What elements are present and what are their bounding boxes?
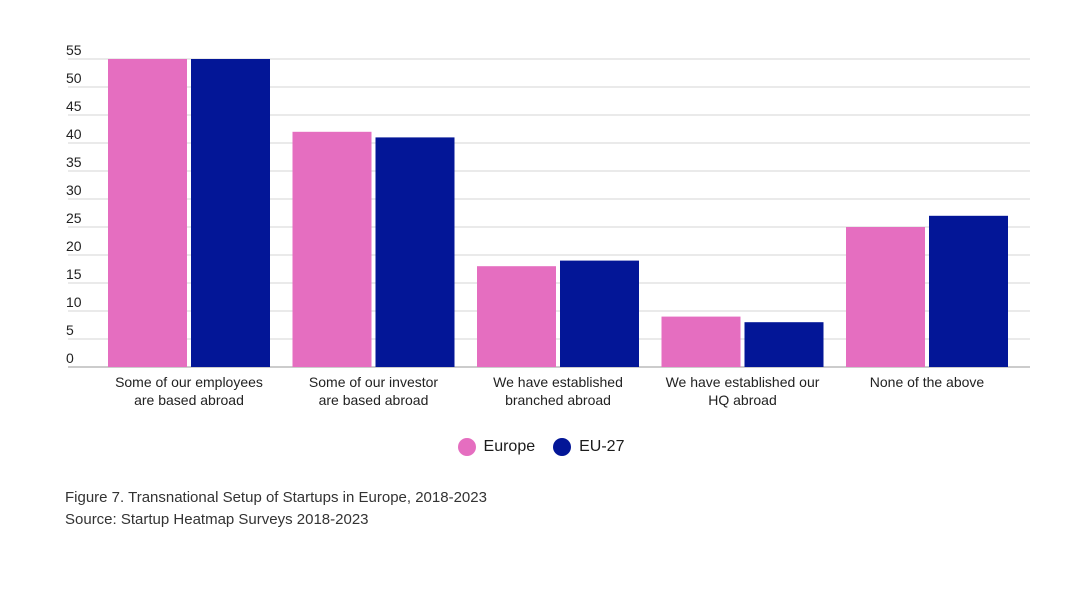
bar-eu27-2 (560, 260, 639, 367)
bar-europe-3 (661, 316, 741, 367)
legend: Europe EU-27 (0, 438, 1082, 456)
x-category-label: None of the above (870, 374, 985, 390)
bar-eu27-3 (744, 322, 824, 367)
y-tick-label: 25 (66, 210, 82, 226)
y-tick-label: 10 (66, 294, 82, 310)
caption-title: Figure 7. Transnational Setup of Startup… (65, 489, 487, 506)
bar-eu27-4 (929, 215, 1008, 367)
legend-label-europe: Europe (483, 438, 536, 455)
x-category-label: We have established our HQ abroad (666, 374, 820, 408)
x-axis-category-labels: Some of our employees are based abroad Som… (115, 374, 984, 408)
x-category-label: Some of our investor are based abroad (309, 374, 439, 408)
y-tick-label: 30 (66, 182, 82, 198)
bar-europe-4 (846, 227, 925, 367)
legend-label-eu27: EU-27 (579, 438, 625, 455)
y-tick-label: 0 (66, 350, 74, 366)
y-tick-label: 55 (66, 42, 82, 58)
y-axis-tick-labels: 0 5 10 15 20 25 30 35 40 45 50 55 (66, 42, 82, 366)
legend-item-europe: Europe (457, 438, 536, 456)
bar-europe-0 (108, 59, 187, 367)
bar-europe-2 (477, 266, 556, 367)
legend-item-eu27: EU-27 (553, 438, 624, 456)
y-tick-label: 15 (66, 266, 82, 282)
legend-swatch-europe (457, 438, 476, 456)
bar-europe-1 (292, 131, 372, 367)
caption-source: Source: Startup Heatmap Surveys 2018-202… (65, 511, 369, 528)
y-tick-label: 50 (66, 70, 82, 86)
y-tick-label: 5 (66, 322, 74, 338)
bar-eu27-0 (191, 59, 270, 367)
bar-chart: 0 5 10 15 20 25 30 35 40 45 50 55 Some of our emplo… (66, 42, 1030, 408)
y-tick-label: 20 (66, 238, 82, 254)
x-category-label: Some of our employees are based abroad (115, 374, 263, 408)
figure-caption: Figure 7. Transnational Setup of Startup… (65, 487, 487, 531)
legend-swatch-eu27 (553, 438, 572, 456)
y-tick-label: 40 (66, 126, 82, 142)
x-category-label: We have established branched abroad (493, 374, 623, 408)
y-tick-label: 35 (66, 154, 82, 170)
bars (108, 59, 1008, 367)
bar-eu27-1 (375, 137, 455, 367)
y-tick-label: 45 (66, 98, 82, 114)
